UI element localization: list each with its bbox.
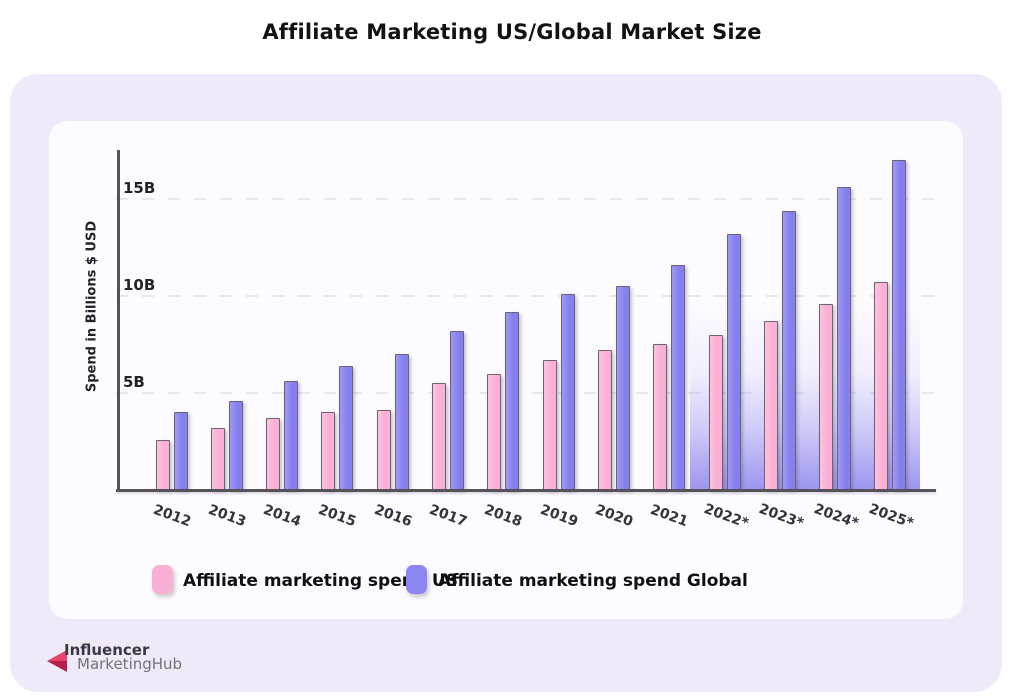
- bar-global-2020: [615, 286, 630, 490]
- bar-global-2023: [781, 211, 796, 490]
- bar-global-2017: [450, 331, 464, 490]
- x-label-2019: 2019: [537, 501, 580, 531]
- bar-us-2023: [763, 321, 778, 490]
- bar-us-2018: [487, 374, 502, 490]
- bar-global-2014: [284, 381, 299, 490]
- legend-label-global: Affiliate marketing spend Global: [438, 571, 748, 591]
- bar-us-2019: [542, 360, 557, 490]
- x-label-2018: 2018: [482, 501, 525, 531]
- x-label-2017: 2017: [426, 501, 470, 531]
- logo-text-marketinghub: MarketingHub: [77, 655, 183, 673]
- bar-global-2012: [173, 412, 188, 490]
- x-label-2022: 2022*: [701, 500, 751, 532]
- bar-us-2016: [376, 410, 391, 490]
- bar-global-2021: [671, 265, 686, 490]
- y-tick-label-15b: 15B: [123, 179, 156, 197]
- bar-us-2022: [708, 335, 723, 490]
- legend-swatch-us: [152, 565, 173, 594]
- bar-global-2013: [228, 401, 243, 490]
- bar-us-2013: [210, 428, 225, 490]
- bar-us-2017: [432, 383, 446, 490]
- x-label-2020: 2020: [592, 501, 635, 531]
- gridline-10b: [116, 295, 936, 297]
- bar-global-2022: [726, 234, 741, 490]
- plot-area: Spend in Billions $ USD Affiliate market…: [49, 121, 963, 619]
- gridline-15b: [116, 198, 936, 200]
- bar-global-2018: [505, 312, 520, 490]
- x-label-2024: 2024*: [811, 500, 861, 532]
- x-label-2023: 2023*: [756, 500, 806, 532]
- bar-global-2015: [339, 366, 354, 490]
- x-label-2025: 2025*: [866, 500, 916, 532]
- legend-swatch-global: [406, 565, 427, 594]
- y-tick-label-10b: 10B: [123, 276, 156, 294]
- bar-global-2019: [560, 294, 575, 490]
- bar-us-2012: [155, 440, 170, 490]
- legend-label-us: Affiliate marketing spend US: [183, 571, 458, 591]
- gridline-5b: [116, 392, 936, 394]
- influencer-marketinghub-logo: Influencer MarketingHub: [46, 641, 266, 681]
- x-label-2021: 2021: [648, 501, 691, 531]
- x-label-2016: 2016: [371, 501, 414, 531]
- y-axis-title: Spend in Billions $ USD: [84, 220, 100, 393]
- bar-global-2024: [837, 187, 852, 490]
- x-label-2013: 2013: [205, 501, 248, 531]
- bar-us-2014: [266, 418, 281, 490]
- logo-text-influencer: Influencer: [64, 641, 150, 659]
- logo-arrow-icon: [47, 650, 67, 672]
- chart-card: Spend in Billions $ USD Affiliate market…: [10, 74, 1002, 692]
- bar-global-2016: [394, 354, 409, 490]
- y-tick-label-5b: 5B: [123, 373, 145, 391]
- x-axis-line: [116, 489, 936, 492]
- x-label-2012: 2012: [150, 501, 193, 531]
- bar-us-2015: [321, 412, 336, 490]
- page-title: Affiliate Marketing US/Global Market Siz…: [262, 20, 762, 44]
- bar-us-2025: [874, 282, 889, 490]
- bar-us-2024: [819, 304, 834, 490]
- bar-us-2021: [653, 344, 668, 490]
- bar-us-2020: [597, 350, 612, 490]
- x-label-2015: 2015: [316, 501, 359, 531]
- x-label-2014: 2014: [261, 501, 304, 531]
- bar-global-2025: [892, 160, 907, 490]
- y-axis-line: [117, 150, 120, 491]
